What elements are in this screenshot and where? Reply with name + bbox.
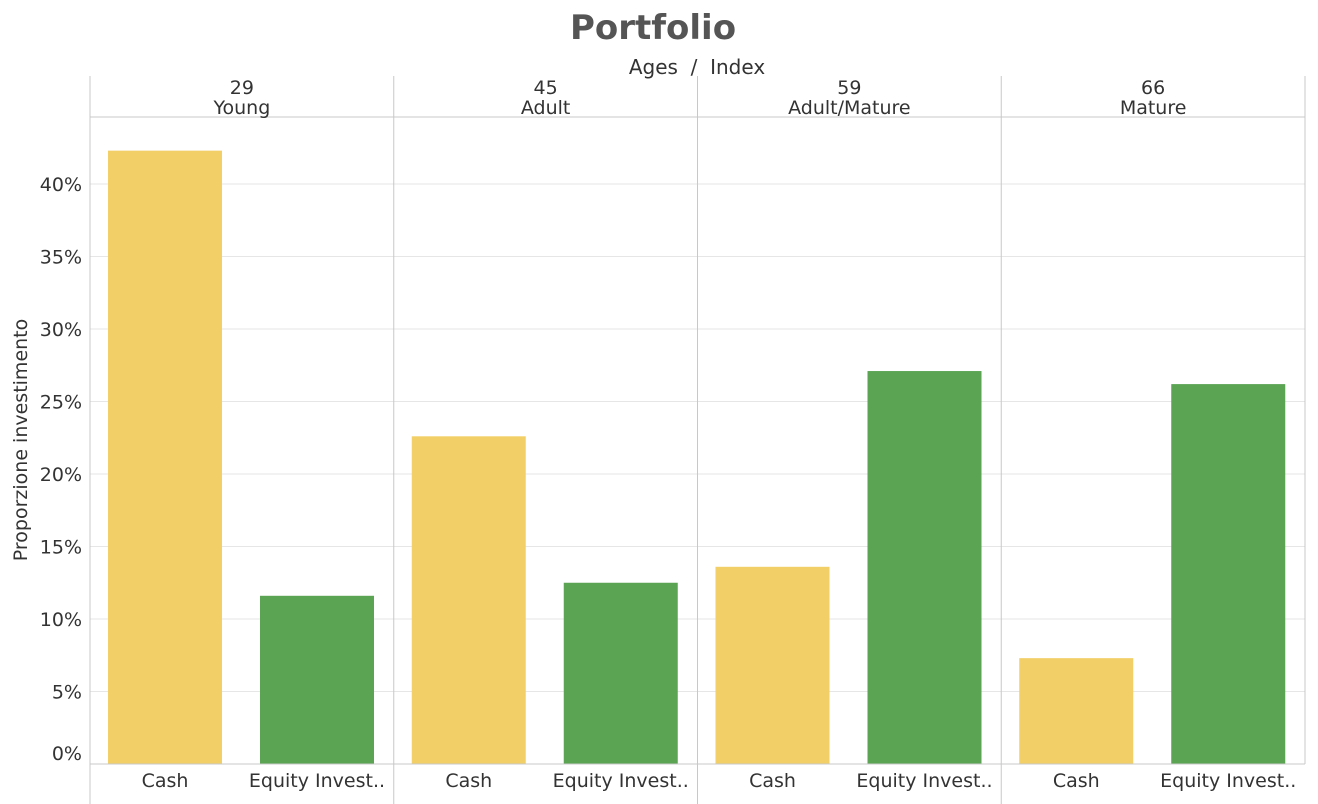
panel-index-label: Adult xyxy=(521,97,571,119)
category-label: Cash xyxy=(142,770,189,792)
bar xyxy=(563,582,678,764)
bar xyxy=(867,371,982,764)
bar xyxy=(1171,384,1286,764)
panel-index-label: Young xyxy=(212,97,270,119)
y-tick-label: 15% xyxy=(40,537,82,559)
bar xyxy=(715,566,830,764)
y-axis-label: Proporzione investimento xyxy=(10,319,32,561)
y-tick-label: 25% xyxy=(40,392,82,414)
category-label: Cash xyxy=(445,770,492,792)
bars xyxy=(108,150,1286,764)
panel-age-label: 29 xyxy=(230,77,254,99)
y-tick-label: 0% xyxy=(52,743,82,765)
bar xyxy=(260,595,374,764)
category-label: Equity Invest.. xyxy=(249,770,385,792)
bar xyxy=(108,150,222,764)
bar xyxy=(411,436,526,764)
panel-age-label: 59 xyxy=(837,77,861,99)
panel-frames xyxy=(89,76,1306,804)
chart-title: Portfolio xyxy=(570,8,736,48)
panel-age-label: 66 xyxy=(1141,77,1165,99)
y-tick-label: 20% xyxy=(40,464,82,486)
panel-index-label: Mature xyxy=(1120,97,1187,119)
bar xyxy=(1019,658,1134,764)
panel-age-label: 45 xyxy=(534,77,558,99)
panel-index-label: Adult/Mature xyxy=(788,97,911,119)
y-tick-label: 35% xyxy=(40,247,82,269)
y-tick-label: 40% xyxy=(40,174,82,196)
y-tick-label: 5% xyxy=(52,682,82,704)
category-label: Equity Invest.. xyxy=(553,770,689,792)
category-label: Cash xyxy=(1053,770,1100,792)
category-label: Cash xyxy=(749,770,796,792)
y-tick-label: 10% xyxy=(40,609,82,631)
column-header-label: Ages / Index xyxy=(629,55,765,79)
category-label: Equity Invest.. xyxy=(856,770,992,792)
y-tick-label: 30% xyxy=(40,319,82,341)
category-label: Equity Invest.. xyxy=(1160,770,1296,792)
